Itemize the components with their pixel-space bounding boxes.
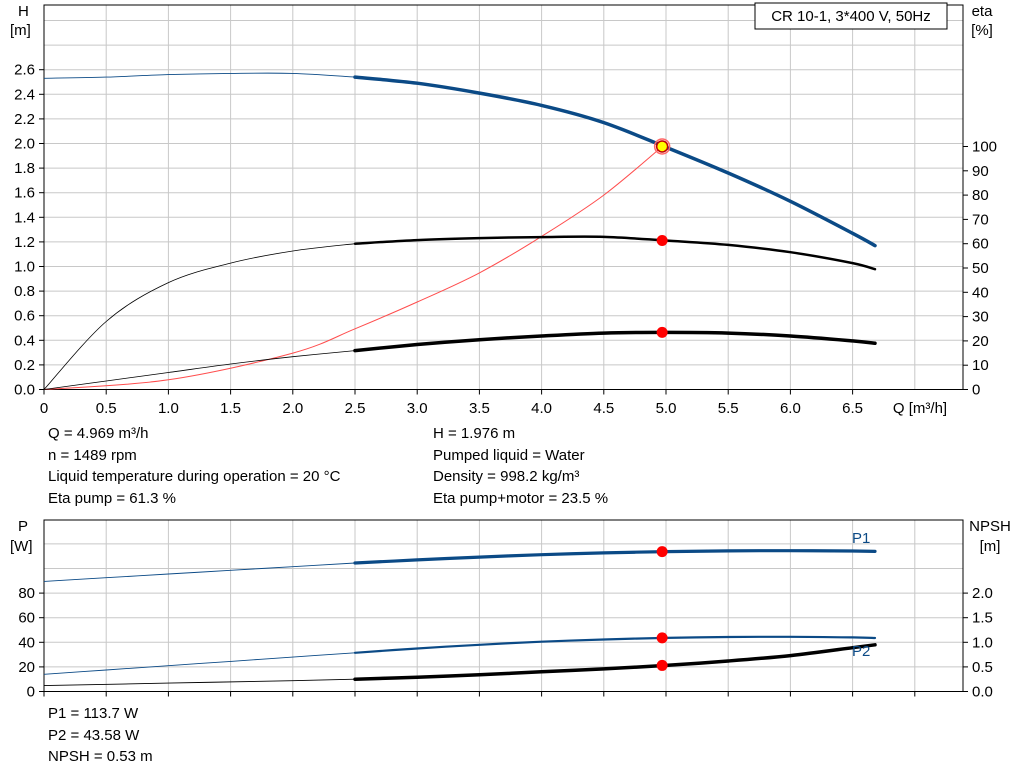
eta-pump-value: Eta pump = 61.3 % [48, 489, 176, 507]
flow-axis-tick-label: 6.5 [842, 400, 863, 417]
eta-pump-motor-curve-extrapolated [43, 350, 356, 390]
eta-axis-tick-label: 60 [972, 236, 989, 253]
head-axis-tick-label: 0.2 [14, 357, 35, 374]
pumped-liquid-value: Pumped liquid = Water [433, 446, 585, 464]
head-axis-tick-label: 0.4 [14, 332, 35, 349]
head-axis-unit: [m] [10, 22, 31, 39]
eta-pump-duty-point [656, 235, 668, 247]
p1-value: P1 = 113.7 W [48, 705, 139, 722]
head-axis-tick-label: 1.4 [14, 209, 35, 226]
eta-duty-trace [43, 146, 663, 390]
flow-axis-tick-label: 2.5 [345, 400, 366, 417]
head-value: H = 1.976 m [433, 425, 516, 442]
power-axis-tick-label: 40 [18, 634, 35, 651]
flow-axis-tick-label: 4.5 [593, 400, 614, 417]
flow-axis-tick-label: 0.5 [96, 400, 117, 417]
eta-axis-tick-label: 90 [972, 163, 989, 180]
flow-axis-tick-label: 5.0 [656, 400, 677, 417]
flow-value: Q = 4.969 m³/h [48, 425, 149, 442]
npsh-axis-tick-label: 2.0 [972, 585, 993, 602]
npsh-axis-tick-label: 0.5 [972, 659, 993, 676]
flow-axis-tick-label: 5.5 [718, 400, 739, 417]
eta-axis-tick-label: 100 [972, 139, 997, 156]
head-axis-tick-label: 1.0 [14, 259, 35, 276]
flow-axis-tick-label: 1.5 [220, 400, 241, 417]
flow-axis-tick-label: 0 [40, 400, 48, 417]
p1-curve-label: P1 [852, 530, 870, 547]
duty-info-right: H = 1.976 m Pumped liquid = Water Densit… [433, 423, 608, 509]
head-axis-tick-label: 0.8 [14, 283, 35, 300]
head-axis-tick-label: 2.6 [14, 62, 35, 79]
head-axis-tick-label: 2.2 [14, 111, 35, 128]
eta-pump-curve [353, 235, 877, 271]
eta-axis-tick-label: 30 [972, 309, 989, 326]
eta-pump-motor-duty-point [656, 326, 668, 338]
npsh-duty-point [656, 659, 668, 671]
eta-axis-tick-label: 40 [972, 284, 989, 301]
power-axis-tick-label: 80 [18, 585, 35, 602]
eta-axis-tick-label: 70 [972, 211, 989, 228]
eta-pump-motor-curve [353, 330, 877, 353]
npsh-axis-tick-label: 0.0 [972, 684, 993, 701]
eta-axis-unit: [%] [971, 22, 993, 39]
duty-point-ring [653, 138, 671, 155]
flow-axis-title: Q [m³/h] [893, 400, 947, 417]
head-axis-tick-label: 2.4 [14, 86, 35, 103]
flow-axis-tick-label: 2.0 [282, 400, 303, 417]
head-curve [353, 75, 877, 248]
npsh-curve [353, 643, 877, 681]
power-axis-tick-label: 0 [27, 684, 35, 701]
head-duty-point [655, 140, 669, 153]
head-axis-tick-label: 2.0 [14, 136, 35, 153]
flow-axis-tick-label: 1.0 [158, 400, 179, 417]
eta-pump-motor-value: Eta pump+motor = 23.5 % [433, 489, 609, 507]
npsh-curve-extrapolated [43, 678, 356, 687]
eta-axis-tick-label: 10 [972, 357, 989, 374]
flow-axis-tick-label: 3.0 [407, 400, 428, 417]
eta-axis-tick-label: 0 [972, 382, 980, 399]
head-axis-tick-label: 0.0 [14, 382, 35, 399]
flow-axis-tick-label: 4.0 [531, 400, 552, 417]
top-plot-frame [43, 4, 964, 390]
p2-curve [353, 635, 877, 654]
liquid-temperature-value: Liquid temperature during operation = 20… [48, 468, 341, 485]
duty-info-left: Q = 4.969 m³/h n = 1489 rpm Liquid tempe… [48, 423, 340, 509]
power-axis-title: P [18, 518, 28, 535]
eta-axis-tick-label: 50 [972, 260, 989, 277]
head-axis-tick-label: 1.6 [14, 185, 35, 202]
npsh-axis-title: NPSH [969, 518, 1011, 535]
p2-value: P2 = 43.58 W [48, 726, 140, 744]
power-axis-tick-label: 60 [18, 610, 35, 627]
p2-duty-point [656, 632, 668, 644]
head-axis-tick-label: 0.6 [14, 308, 35, 325]
speed-value: n = 1489 rpm [48, 446, 137, 464]
eta-axis-tick-label: 20 [972, 333, 989, 350]
npsh-axis-unit: [m] [980, 538, 1001, 555]
npsh-axis-tick-label: 1.5 [972, 610, 993, 627]
head-axis-tick-label: 1.8 [14, 160, 35, 177]
p1-duty-point [656, 546, 668, 558]
power-info: P1 = 113.7 W P2 = 43.58 W NPSH = 0.53 m [48, 703, 153, 768]
npsh-axis-tick-label: 1.0 [972, 634, 993, 651]
pump-model-label: CR 10-1, 3*400 V, 50Hz [771, 8, 931, 25]
p2-curve-extrapolated [43, 652, 356, 675]
flow-axis-tick-label: 3.5 [469, 400, 490, 417]
p1-curve-extrapolated [43, 562, 356, 582]
pump-model-box [754, 2, 948, 30]
eta-axis-title: eta [972, 3, 994, 20]
head-curve-extrapolated [43, 72, 356, 79]
npsh-value: NPSH = 0.53 m [48, 748, 153, 765]
bottom-plot-frame [43, 519, 964, 692]
density-value: Density = 998.2 kg/m³ [433, 468, 580, 485]
flow-axis-tick-label: 6.0 [780, 400, 801, 417]
p1-curve [353, 549, 877, 565]
head-axis-title: H [18, 3, 29, 20]
power-axis-tick-label: 20 [18, 659, 35, 676]
eta-axis-tick-label: 80 [972, 187, 989, 204]
head-axis-tick-label: 1.2 [14, 234, 35, 251]
p2-curve-label: P2 [852, 643, 870, 660]
eta-pump-curve-extrapolated [43, 243, 356, 390]
power-axis-unit: [W] [10, 538, 33, 555]
